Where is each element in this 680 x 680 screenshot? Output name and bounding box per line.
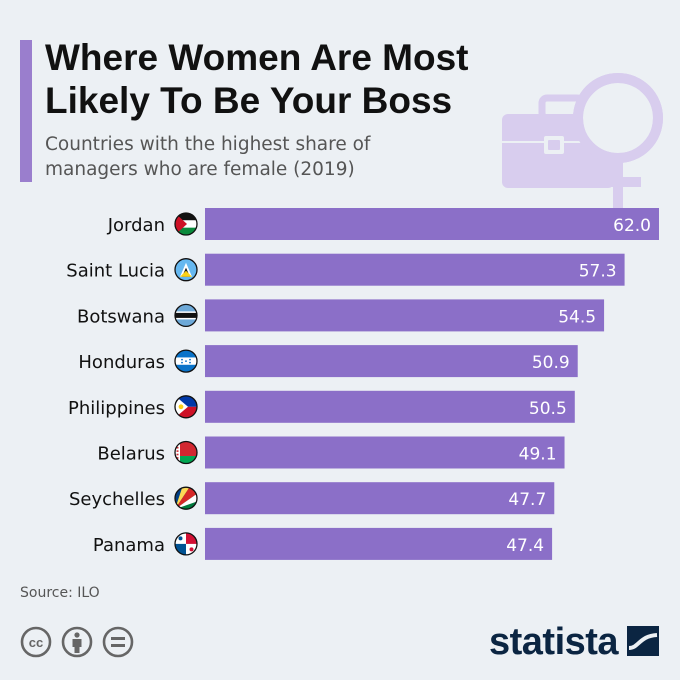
bar-belarus[interactable] [205, 436, 565, 469]
jordan-flag-icon [174, 212, 198, 236]
bar-group-belarus: 49.1 Belarus [97, 436, 565, 469]
bar-group-jordan: 62.0 Jordan [107, 208, 659, 240]
category-label-belarus: Belarus [97, 444, 165, 465]
category-label-honduras: Honduras [78, 352, 165, 373]
value-label-jordan: 62.0 [613, 216, 651, 236]
page-title: Where Women Are Most Likely To Be Your B… [45, 36, 525, 122]
statista-wordmark: statista [489, 621, 619, 662]
bar-philippines[interactable] [205, 390, 575, 423]
bar-group-honduras: 50.9 Honduras [78, 345, 578, 378]
philippines-flag-icon [174, 395, 198, 419]
value-label-honduras: 50.9 [532, 353, 570, 373]
value-label-seychelles: 47.7 [508, 490, 546, 510]
page-subtitle: Countries with the highest share of mana… [45, 132, 465, 182]
category-label-philippines: Philippines [68, 398, 165, 419]
bar-honduras[interactable] [205, 345, 578, 378]
bar-group-saint-lucia: 57.3 Saint Lucia [66, 253, 625, 286]
value-label-belarus: 49.1 [519, 445, 557, 465]
bar-chart: 62.0 Jordan 57.3 Saint Lucia 54.5 Botswana 50.… [66, 208, 659, 560]
no-derivatives-icon[interactable] [102, 626, 134, 658]
source-note: Source: ILO [20, 585, 100, 601]
value-label-botswana: 54.5 [558, 307, 596, 327]
category-label-seychelles: Seychelles [69, 489, 165, 510]
category-label-botswana: Botswana [77, 306, 165, 327]
subtitle-line-1: Countries with the highest share of [45, 134, 371, 155]
bar-panama[interactable] [205, 527, 553, 560]
category-label-jordan: Jordan [107, 215, 165, 236]
svg-text:cc: cc [29, 635, 43, 650]
attribution-icon[interactable] [61, 626, 93, 658]
value-label-saint-lucia: 57.3 [579, 262, 617, 282]
panama-flag-icon [174, 532, 198, 556]
bar-saint-lucia[interactable] [205, 253, 625, 286]
honduras-flag-icon [174, 349, 198, 373]
bar-group-botswana: 54.5 Botswana [77, 299, 605, 332]
statista-mark-icon [627, 626, 659, 656]
botswana-flag-icon [174, 303, 198, 328]
briefcase-female-symbol-icon [502, 73, 663, 210]
category-label-saint-lucia: Saint Lucia [66, 261, 165, 282]
saint-lucia-flag-icon [174, 258, 198, 282]
belarus-flag-icon [174, 440, 198, 465]
title-line-2: Likely To Be Your Boss [45, 80, 453, 121]
statista-logo[interactable]: statista [489, 618, 661, 662]
category-label-panama: Panama [93, 535, 165, 556]
title-line-1: Where Women Are Most [45, 37, 469, 78]
seychelles-flag-icon [174, 486, 198, 510]
bar-seychelles[interactable] [205, 482, 555, 515]
female-symbol-icon [573, 73, 663, 210]
title-accent-bar [20, 40, 32, 182]
value-label-panama: 47.4 [506, 536, 544, 556]
bar-group-seychelles: 47.7 Seychelles [69, 482, 555, 515]
license-icons: cc [20, 626, 134, 658]
bar-group-panama: 47.4 Panama [93, 527, 553, 560]
cc-icon[interactable]: cc [20, 626, 52, 658]
bar-botswana[interactable] [205, 299, 605, 332]
subtitle-line-2: managers who are female (2019) [45, 159, 355, 180]
bar-group-philippines: 50.5 Philippines [68, 390, 575, 423]
value-label-philippines: 50.5 [529, 399, 567, 419]
bar-jordan[interactable] [205, 208, 659, 240]
